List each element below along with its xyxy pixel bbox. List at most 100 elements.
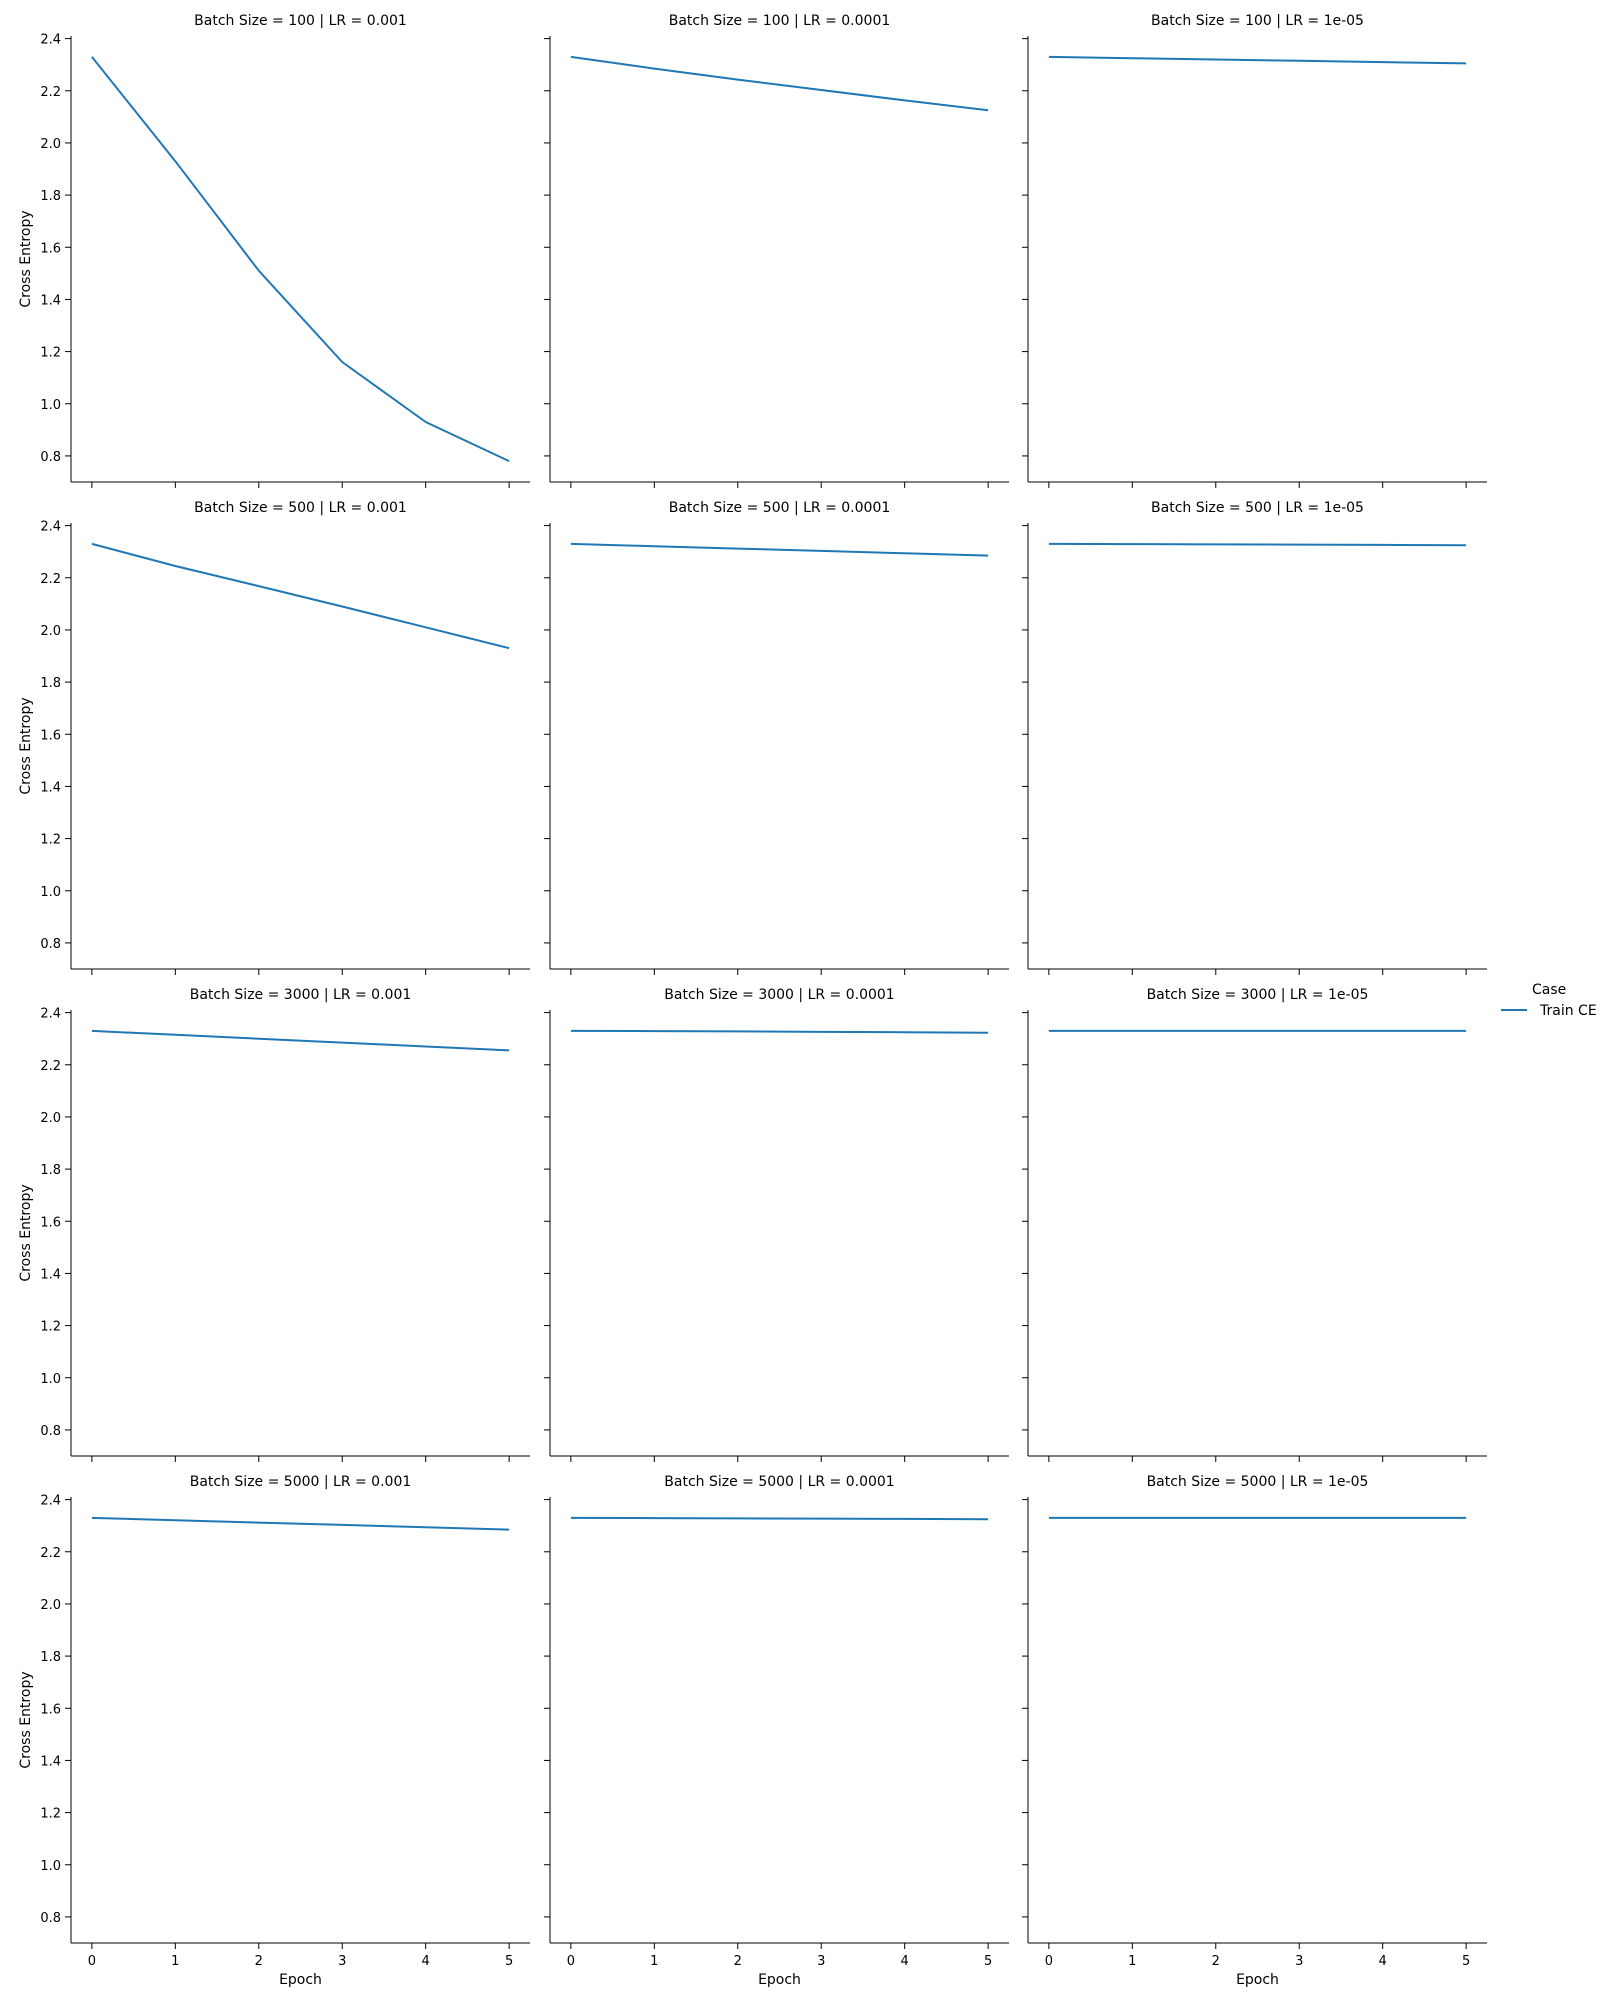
x-axis-label: Epoch xyxy=(279,1972,322,1988)
x-tick-label: 5 xyxy=(505,1954,513,1969)
y-tick-label: 1.6 xyxy=(40,1215,61,1230)
y-axis-label: Cross Entropy xyxy=(18,1184,34,1281)
x-tick-label: 1 xyxy=(1128,1954,1136,1969)
facet-title: Batch Size = 5000 | LR = 0.0001 xyxy=(664,1474,894,1490)
series-line-train-ce xyxy=(570,542,989,557)
x-tick-label: 3 xyxy=(817,1954,825,1969)
y-tick-label: 1.0 xyxy=(40,398,61,413)
x-tick-label: 4 xyxy=(901,1954,909,1969)
y-tick-label: 2.2 xyxy=(40,572,61,587)
facet-panel: Batch Size = 3000 | LR = 0.001 0.8 1.0 1.2 1… xyxy=(18,987,530,1462)
y-axis-label: Cross Entropy xyxy=(18,1671,34,1768)
facet-panel: Batch Size = 5000 | LR = 0.0001 0 1 2 3 4 5 Epo… xyxy=(544,1474,1009,1988)
y-tick-label: 0.8 xyxy=(40,1911,61,1926)
y-tick-label: 1.2 xyxy=(40,833,61,848)
y-tick-label: 1.0 xyxy=(40,885,61,900)
y-tick-label: 1.2 xyxy=(40,346,61,361)
x-tick-label: 0 xyxy=(567,1954,575,1969)
y-tick-label: 2.0 xyxy=(40,1598,61,1613)
x-tick-label: 4 xyxy=(1379,1954,1387,1969)
series-line-train-ce xyxy=(91,542,510,650)
facet-panel: Batch Size = 3000 | LR = 1e-05 xyxy=(1022,987,1487,1462)
facet-panel: Batch Size = 500 | LR = 1e-05 xyxy=(1022,500,1487,975)
facet-panel: Batch Size = 5000 | LR = 0.001 0.8 1.0 1.2 1… xyxy=(18,1474,530,1988)
y-tick-label: 1.4 xyxy=(40,1754,61,1769)
y-axis-label: Cross Entropy xyxy=(18,697,34,794)
facet-title: Batch Size = 100 | LR = 0.0001 xyxy=(669,13,891,29)
series-line-train-ce xyxy=(1048,55,1467,65)
y-tick-label: 1.4 xyxy=(40,293,61,308)
series-line-train-ce xyxy=(91,1029,510,1052)
y-tick-label: 1.2 xyxy=(40,1807,61,1822)
x-tick-label: 5 xyxy=(1462,1954,1470,1969)
series-line-train-ce xyxy=(91,1516,510,1531)
y-tick-label: 1.4 xyxy=(40,780,61,795)
x-tick-label: 2 xyxy=(734,1954,742,1969)
y-tick-label: 2.4 xyxy=(40,1494,61,1509)
y-tick-label: 2.2 xyxy=(40,1059,61,1074)
x-axis-label: Epoch xyxy=(1236,1972,1279,1988)
y-tick-label: 2.4 xyxy=(40,33,61,48)
x-tick-label: 1 xyxy=(171,1954,179,1969)
y-tick-label: 1.8 xyxy=(40,676,61,691)
facet-title: Batch Size = 500 | LR = 0.0001 xyxy=(669,500,891,516)
x-tick-label: 5 xyxy=(984,1954,992,1969)
y-tick-label: 0.8 xyxy=(40,937,61,952)
x-tick-label: 2 xyxy=(1212,1954,1220,1969)
y-tick-label: 1.6 xyxy=(40,728,61,743)
legend-title: Case xyxy=(1532,982,1566,998)
facet-panel: Batch Size = 500 | LR = 0.0001 xyxy=(544,500,1009,975)
facet-title: Batch Size = 3000 | LR = 0.0001 xyxy=(664,987,894,1003)
series-line-train-ce xyxy=(91,56,510,463)
y-tick-label: 1.2 xyxy=(40,1320,61,1335)
facet-panel: Batch Size = 100 | LR = 0.0001 xyxy=(544,13,1009,488)
x-tick-label: 3 xyxy=(1295,1954,1303,1969)
y-tick-label: 2.0 xyxy=(40,137,61,152)
facet-title: Batch Size = 5000 | LR = 0.001 xyxy=(190,1474,412,1490)
facet-title: Batch Size = 500 | LR = 1e-05 xyxy=(1151,500,1364,516)
series-line-train-ce xyxy=(1048,542,1467,547)
y-tick-label: 1.0 xyxy=(40,1859,61,1874)
facet-title: Batch Size = 5000 | LR = 1e-05 xyxy=(1147,1474,1369,1490)
x-tick-label: 0 xyxy=(1045,1954,1053,1969)
x-tick-label: 0 xyxy=(88,1954,96,1969)
legend-label-train-ce: Train CE xyxy=(1539,1003,1597,1019)
x-axis-label: Epoch xyxy=(758,1972,801,1988)
facet-panel: Batch Size = 100 | LR = 0.001 0.8 1.0 1.2 1.… xyxy=(18,13,530,488)
y-tick-label: 2.2 xyxy=(40,85,61,100)
facet-title: Batch Size = 500 | LR = 0.001 xyxy=(194,500,407,516)
legend: Case Train CE xyxy=(1501,982,1597,1019)
y-tick-label: 1.0 xyxy=(40,1372,61,1387)
y-tick-label: 2.0 xyxy=(40,624,61,639)
y-axis-label: Cross Entropy xyxy=(18,210,34,307)
y-tick-label: 1.8 xyxy=(40,189,61,204)
y-tick-label: 1.8 xyxy=(40,1163,61,1178)
x-tick-label: 3 xyxy=(338,1954,346,1969)
series-line-train-ce xyxy=(570,55,989,112)
facet-title: Batch Size = 3000 | LR = 0.001 xyxy=(190,987,412,1003)
y-tick-label: 2.4 xyxy=(40,1007,61,1022)
y-tick-label: 2.4 xyxy=(40,520,61,535)
y-tick-label: 0.8 xyxy=(40,1424,61,1439)
series-line-train-ce xyxy=(570,1029,989,1034)
facet-panel: Batch Size = 5000 | LR = 1e-05 0 1 2 3 4 5 Epoc… xyxy=(1022,1474,1487,1988)
y-tick-label: 1.8 xyxy=(40,1650,61,1665)
facet-title: Batch Size = 100 | LR = 0.001 xyxy=(194,13,407,29)
facet-panel: Batch Size = 500 | LR = 0.001 0.8 1.0 1.2 1.… xyxy=(18,500,530,975)
facet-panel: Batch Size = 3000 | LR = 0.0001 xyxy=(544,987,1009,1462)
y-tick-label: 2.0 xyxy=(40,1111,61,1126)
panel-grid: Batch Size = 100 | LR = 0.001 0.8 1.0 1.2 1.… xyxy=(18,13,1487,1988)
facet-title: Batch Size = 3000 | LR = 1e-05 xyxy=(1147,987,1369,1003)
facet-title: Batch Size = 100 | LR = 1e-05 xyxy=(1151,13,1364,29)
x-tick-label: 2 xyxy=(255,1954,263,1969)
x-tick-label: 4 xyxy=(422,1954,430,1969)
facet-panel: Batch Size = 100 | LR = 1e-05 xyxy=(1022,13,1487,488)
y-tick-label: 0.8 xyxy=(40,450,61,465)
y-tick-label: 1.4 xyxy=(40,1267,61,1282)
series-line-train-ce xyxy=(570,1516,989,1521)
y-tick-label: 2.2 xyxy=(40,1546,61,1561)
y-tick-label: 1.6 xyxy=(40,241,61,256)
y-tick-label: 1.6 xyxy=(40,1702,61,1717)
x-tick-label: 1 xyxy=(650,1954,658,1969)
